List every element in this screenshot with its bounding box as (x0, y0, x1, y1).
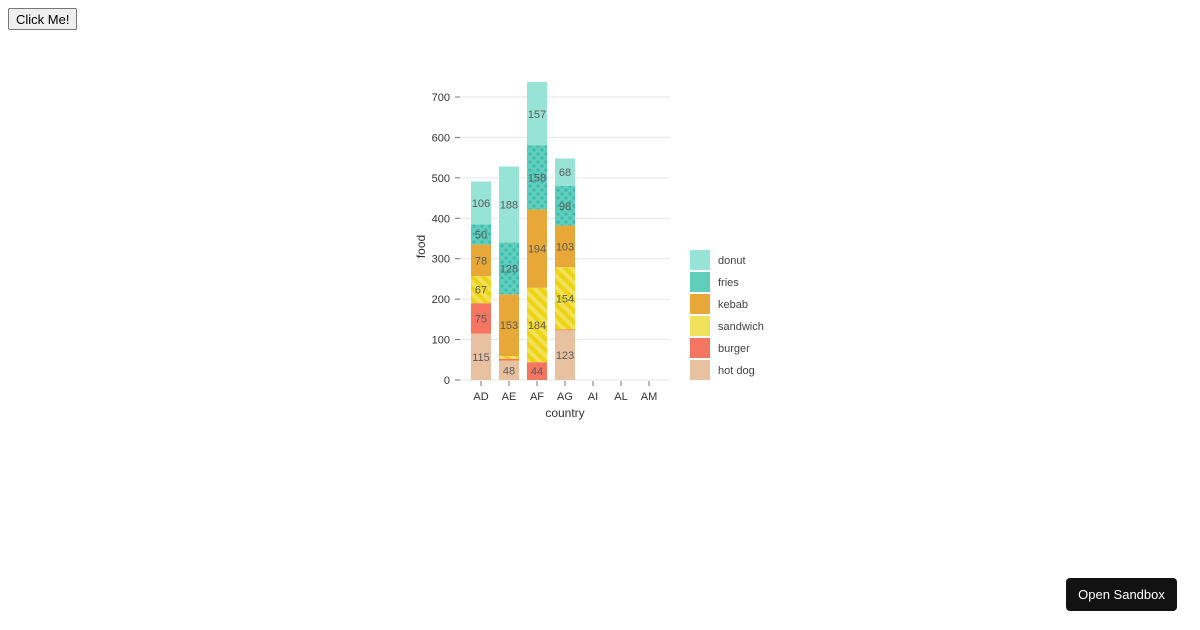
bar-segment[interactable] (555, 267, 575, 330)
bar-value-label: 194 (528, 244, 546, 256)
bar-segment[interactable] (555, 330, 575, 380)
bar-labels: 115 75 67 78 50 106 48 153 128 188 44 184 194 158 157 1… (472, 109, 574, 378)
legend-label: fries (718, 277, 739, 289)
legend-label: sandwich (718, 321, 764, 333)
legend-label: donut (718, 255, 746, 267)
bar-segment[interactable] (499, 294, 519, 357)
x-axis: AD AE AF AG AI AL AM (473, 381, 657, 403)
bar-value-label: 78 (475, 255, 487, 267)
y-tick-label: 300 (432, 254, 450, 266)
bars (471, 82, 575, 380)
bar-value-label: 50 (475, 229, 487, 241)
bar-segment[interactable] (555, 225, 575, 268)
x-axis-title: country (545, 406, 584, 420)
y-tick-label: 100 (432, 335, 450, 347)
bar-segment[interactable] (499, 356, 519, 359)
bar-value-label: 115 (472, 352, 490, 364)
x-tick-label: AD (473, 391, 488, 403)
bar-value-label: 68 (559, 167, 571, 179)
legend-swatch (690, 316, 710, 336)
y-tick-label: 600 (432, 132, 450, 144)
bar-segment[interactable] (527, 209, 547, 288)
bar-segment[interactable] (527, 362, 547, 380)
bar-segment[interactable] (499, 242, 519, 295)
bar-segment[interactable] (527, 82, 547, 146)
open-sandbox-button[interactable]: Open Sandbox (1066, 578, 1177, 611)
x-tick-label: AF (530, 391, 544, 403)
bar-value-label: 188 (500, 200, 518, 212)
y-tick-label: 500 (432, 173, 450, 185)
bar-value-label: 106 (472, 198, 490, 210)
bar-segment[interactable] (499, 360, 519, 380)
legend-label: kebab (718, 299, 748, 311)
legend-label: hot dog (718, 365, 755, 377)
legend-label: burger (718, 343, 750, 355)
bar-value-label: 128 (500, 263, 518, 275)
bar-value-label: 67 (475, 285, 487, 297)
bar-segment[interactable] (499, 166, 519, 243)
bar-value-label: 154 (556, 293, 574, 305)
x-tick-label: AL (614, 391, 627, 403)
bar-value-label: 157 (528, 109, 546, 121)
y-tick-label: 400 (432, 213, 450, 225)
bar-value-label: 44 (531, 366, 543, 378)
y-tick-label: 200 (432, 294, 450, 306)
bar-segment[interactable] (471, 224, 491, 245)
y-tick-label: 0 (444, 375, 450, 387)
x-tick-label: AE (502, 391, 517, 403)
legend-swatch (690, 294, 710, 314)
bar-segment[interactable] (499, 358, 519, 361)
legend-swatch (690, 250, 710, 270)
y-axis-title: food (414, 235, 428, 258)
bar-value-label: 48 (503, 365, 515, 377)
bar-segment[interactable] (471, 181, 491, 225)
x-tick-label: AM (641, 391, 658, 403)
x-tick-label: AI (588, 391, 598, 403)
bar-value-label: 98 (559, 201, 571, 213)
bar-segment[interactable] (471, 333, 491, 380)
legend-swatch (690, 272, 710, 292)
bar-value-label: 123 (556, 350, 574, 362)
x-tick-label: AG (557, 391, 573, 403)
click-me-button[interactable]: Click Me! (8, 8, 78, 30)
legend-swatch (690, 360, 710, 380)
legend-swatch (690, 338, 710, 358)
bar-value-label: 103 (556, 241, 574, 253)
y-tick-label: 700 (432, 92, 450, 104)
bar-value-label: 75 (475, 313, 487, 325)
bar-value-label: 184 (528, 320, 546, 332)
bar-segment[interactable] (555, 329, 575, 331)
legend: donut fries kebab sandwich burger hot dog (690, 250, 764, 380)
bar-value-label: 153 (500, 320, 518, 332)
bar-segment[interactable] (471, 303, 491, 334)
bar-segment[interactable] (555, 158, 575, 186)
bar-segment[interactable] (555, 185, 575, 226)
y-axis: 0 100 200 300 400 500 600 700 (432, 92, 460, 387)
bar-segment[interactable] (471, 276, 491, 304)
bar-segment[interactable] (471, 244, 491, 277)
bar-segment[interactable] (527, 287, 547, 363)
bar-segment[interactable] (527, 145, 547, 210)
bar-value-label: 158 (528, 172, 546, 184)
